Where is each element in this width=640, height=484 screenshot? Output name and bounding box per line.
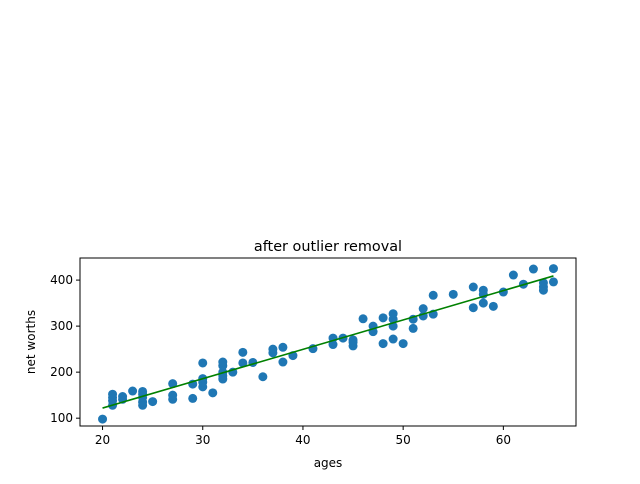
data-point [378,313,388,323]
data-point [388,309,398,319]
data-point [168,379,178,389]
data-point [478,285,488,295]
data-point [548,277,558,287]
data-point [468,303,478,313]
data-point [528,264,538,274]
x-tick-label: 20 [95,433,110,447]
axis-ticks: 20 30 40 50 60 100 200 300 400 [50,273,511,447]
data-point [188,393,198,403]
data-point [478,298,488,308]
data-point [448,289,458,299]
data-point [378,339,388,349]
data-point [278,357,288,367]
y-tick-label: 300 [50,319,73,333]
data-point [168,390,178,400]
chart-title: after outlier removal [254,239,402,255]
data-point [418,304,428,314]
data-point [278,342,288,352]
data-point [148,397,158,407]
y-axis-label: net worths [24,310,38,374]
x-tick-label: 30 [195,433,210,447]
data-point [198,358,208,368]
data-point [358,314,368,324]
data-point [388,334,398,344]
y-tick-label: 100 [50,411,73,425]
data-point [98,414,108,424]
data-point [348,335,358,345]
data-point [108,389,118,399]
regression-line [102,275,554,409]
y-tick-label: 200 [50,365,73,379]
data-point [258,372,268,382]
axes-frame [79,257,577,427]
y-tick-label: 400 [50,273,73,287]
data-point [238,358,248,368]
data-point [538,278,548,288]
x-tick-label: 60 [496,433,511,447]
data-point [218,357,228,367]
data-point [548,264,558,274]
data-point [128,386,138,396]
data-point [328,340,338,350]
data-point [508,270,518,280]
data-point [268,344,278,354]
data-point [488,301,498,311]
x-axis-label: ages [314,456,343,470]
data-point [468,282,478,292]
data-point [138,386,148,396]
data-point [238,347,248,357]
data-point [428,290,438,300]
plot-area [98,264,558,424]
data-point [118,392,128,402]
x-tick-label: 40 [295,433,310,447]
data-point [398,339,408,349]
data-point [208,388,218,398]
data-point [408,323,418,333]
x-tick-label: 50 [396,433,411,447]
